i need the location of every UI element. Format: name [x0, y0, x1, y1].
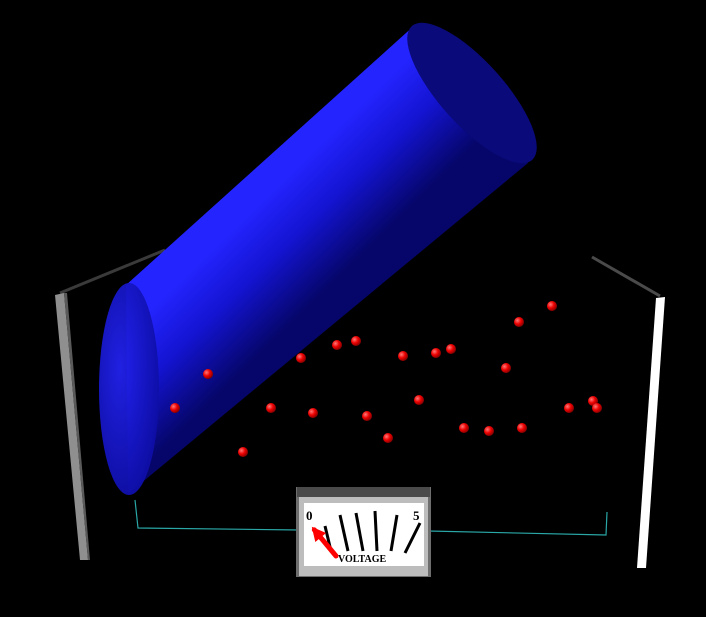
particle — [266, 403, 276, 413]
particle — [296, 353, 306, 363]
particle — [514, 317, 524, 327]
particle — [203, 369, 213, 379]
particle — [351, 336, 361, 346]
particle — [459, 423, 469, 433]
particle — [362, 411, 372, 421]
particle — [170, 403, 180, 413]
particle — [484, 426, 494, 436]
voltage-meter: 0 5 VOLTAGE — [296, 487, 431, 577]
particle — [332, 340, 342, 350]
meter-min-label: 0 — [306, 508, 313, 523]
particle — [501, 363, 511, 373]
particle — [446, 344, 456, 354]
particle — [398, 351, 408, 361]
particle — [308, 408, 318, 418]
particle — [564, 403, 574, 413]
particle — [383, 433, 393, 443]
meter-max-label: 5 — [413, 508, 420, 523]
meter-title: VOLTAGE — [338, 554, 386, 565]
meter-scale-ticks — [323, 510, 422, 554]
chamber-floor-edges — [134, 499, 608, 536]
particle — [414, 395, 424, 405]
meter-needle — [311, 526, 339, 559]
particle — [592, 403, 602, 413]
right-electrode-plate — [637, 297, 665, 568]
left-electrode-plate — [55, 293, 88, 560]
particle — [547, 301, 557, 311]
chamber-back-edges — [59, 248, 661, 298]
particle — [238, 447, 248, 457]
particle — [517, 423, 527, 433]
charged-particles — [170, 301, 602, 457]
particle — [431, 348, 441, 358]
cylinder — [99, 22, 537, 495]
